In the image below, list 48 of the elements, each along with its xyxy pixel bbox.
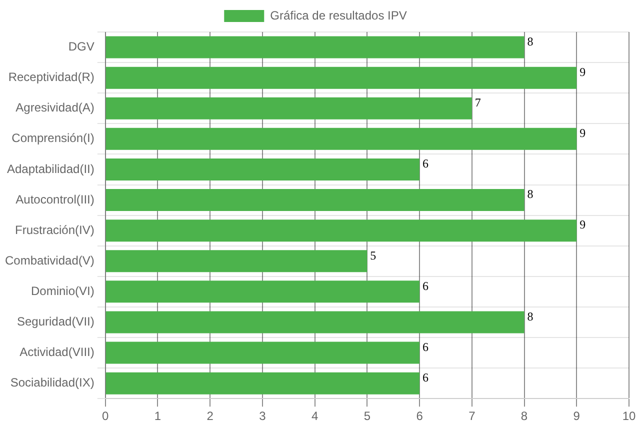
bar [106, 158, 420, 180]
bar [106, 36, 524, 58]
y-tick-label: Frustración(IV) [15, 222, 94, 237]
x-tick-label: 8 [520, 409, 528, 424]
y-tick-label: Agresividad(A) [16, 100, 94, 115]
data-label: 7 [474, 96, 481, 110]
y-tick-label: Dominio(VI) [31, 284, 94, 298]
y-tick-label: Combatividad(V) [4, 253, 94, 268]
data-label: 8 [527, 34, 534, 48]
x-tick-label: 7 [468, 409, 476, 424]
bar [106, 66, 577, 89]
y-tick-label: Seguridad(VII) [16, 314, 94, 329]
y-tick-label: Sociabilidad(IX) [10, 376, 94, 390]
data-label: 9 [580, 64, 586, 79]
x-tick-label: 9 [573, 409, 580, 424]
x-tick-label: 6 [416, 409, 424, 424]
data-label: 6 [422, 370, 429, 384]
y-tick-label: Autocontrol(III) [16, 192, 94, 206]
bar [106, 189, 524, 212]
bar [106, 250, 368, 272]
data-label: 8 [527, 187, 534, 202]
data-label: 6 [422, 156, 429, 171]
bar [106, 128, 577, 150]
x-tick-label: 10 [622, 409, 636, 424]
data-label: 5 [370, 248, 376, 262]
y-tick-label: DGV [68, 40, 94, 54]
x-tick-label: 1 [154, 409, 162, 424]
legend-label: Gráfica de resultados IPV [270, 8, 407, 22]
y-tick-label: Receptividad(R) [8, 70, 94, 84]
data-label: 6 [422, 340, 429, 354]
x-tick-label: 5 [364, 409, 371, 424]
y-tick-label: Comprensión(I) [12, 131, 94, 146]
data-label: 9 [580, 218, 586, 232]
bar [106, 280, 420, 303]
x-tick-label: 3 [259, 409, 266, 424]
data-label: 9 [580, 126, 586, 140]
x-tick-label: 2 [206, 409, 214, 424]
bar [106, 311, 524, 334]
bar [106, 97, 472, 120]
data-label: 8 [527, 309, 534, 324]
x-tick-label: 0 [102, 409, 110, 424]
y-tick-label: Actividad(VIII) [20, 345, 94, 360]
data-label: 6 [422, 278, 429, 293]
x-tick-label: 4 [311, 409, 318, 424]
bar [106, 342, 420, 364]
y-tick-label: Adaptabilidad(II) [6, 162, 94, 176]
bar [106, 220, 577, 242]
bar [106, 372, 420, 394]
